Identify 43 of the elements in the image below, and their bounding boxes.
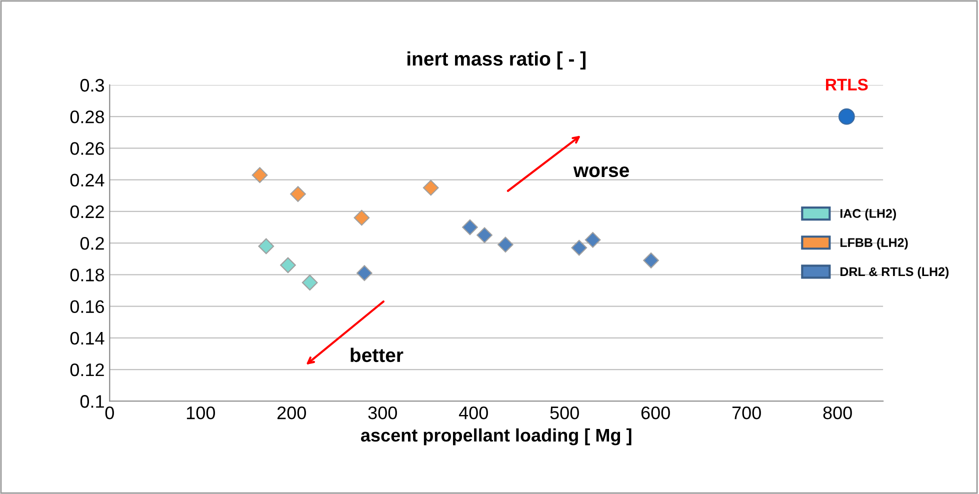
point (354, 210, 370, 226)
y-tick-label: 0.18 (70, 268, 104, 282)
x-tick-label: 800 (823, 406, 852, 420)
y-tick-label: 0.14 (70, 332, 104, 345)
point (290, 186, 306, 202)
point (462, 219, 478, 236)
point (476, 227, 492, 244)
point (838, 108, 855, 125)
legend-label: DRL & RTLS (LH2) (840, 266, 949, 279)
annotation: better (350, 348, 404, 362)
point (280, 257, 296, 274)
y-tick-label: 0.12 (70, 363, 104, 376)
x-tick-label: 600 (641, 406, 670, 420)
y-tick-label: 0.28 (70, 110, 104, 124)
annotation: RTLS (826, 78, 868, 90)
point (422, 180, 439, 196)
x-tick-label: 400 (458, 406, 488, 420)
y-tick-label: 0.26 (70, 142, 104, 155)
legend-label: IAC (LH2) (840, 208, 896, 220)
point (498, 236, 514, 253)
point (302, 274, 318, 290)
x-tick-label: 200 (277, 406, 306, 420)
point (584, 232, 601, 248)
point (258, 238, 274, 254)
y-tick-label: 0.3 (80, 78, 104, 92)
chart-title: inert mass ratio [ - ] (407, 51, 586, 70)
x-tick-label: 700 (732, 406, 761, 420)
point (571, 240, 588, 256)
y-tick-label: 0.1 (80, 395, 104, 408)
x-tick-label: 0 (105, 406, 114, 420)
x-tick-label: 300 (368, 406, 397, 420)
point (252, 167, 268, 183)
point (643, 252, 659, 268)
x-tick-label: 100 (186, 406, 215, 420)
y-tick-label: 0.22 (70, 205, 104, 218)
annotation: worse (573, 166, 629, 178)
y-tick-label: 0.2 (80, 236, 104, 250)
y-tick-label: 0.24 (70, 174, 104, 187)
x-tick-label: 500 (550, 406, 579, 420)
point (356, 265, 372, 282)
y-tick-label: 0.16 (70, 300, 104, 313)
legend-label: LFBB (LH2) (840, 238, 908, 250)
x-axis-title: ascent propellant loading [ Mg ] (360, 428, 632, 446)
